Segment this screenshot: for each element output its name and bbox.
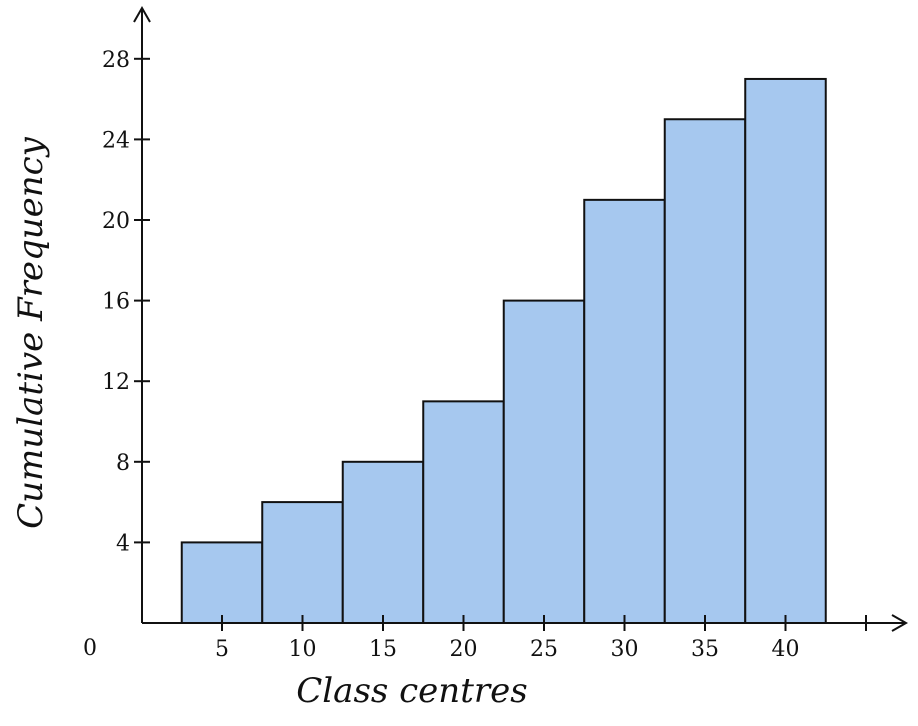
bar-30 <box>583 198 666 624</box>
bar-25 <box>502 299 586 624</box>
y-tick-label-20: 20 <box>102 209 130 234</box>
x-tick-label-40: 40 <box>772 637 800 662</box>
bars-group <box>180 77 827 625</box>
bar-20 <box>422 400 505 624</box>
x-tick-label-30: 30 <box>611 637 639 662</box>
x-tick-label-25: 25 <box>530 637 558 662</box>
y-tick-label-16: 16 <box>102 290 130 315</box>
bar-15 <box>341 460 425 624</box>
y-tick-label-24: 24 <box>102 128 130 153</box>
y-ticks-group: 4 8 12 16 20 24 28 <box>102 48 150 556</box>
y-axis-arrowhead <box>133 5 151 23</box>
origin-label: 0 <box>83 636 97 661</box>
x-axis-title: Class centres <box>296 671 527 711</box>
y-axis-title: Cumulative Frequency <box>11 136 51 529</box>
x-tick-label-5: 5 <box>215 637 229 662</box>
y-tick-label-12: 12 <box>102 370 130 395</box>
bar-5 <box>180 541 264 625</box>
y-tick-label-4: 4 <box>116 531 130 556</box>
x-tick-label-10: 10 <box>289 637 317 662</box>
bar-35 <box>663 118 747 624</box>
axes-group <box>133 5 909 632</box>
x-tick-label-35: 35 <box>691 637 719 662</box>
x-ticks-group: 5 10 15 20 25 30 35 40 <box>215 615 800 662</box>
bar-10 <box>261 501 344 625</box>
y-tick-label-8: 8 <box>116 451 130 476</box>
x-axis-arrowhead <box>891 614 909 632</box>
x-tick-label-15: 15 <box>369 637 397 662</box>
bar-40 <box>744 77 827 624</box>
x-tick-label-20: 20 <box>450 637 478 662</box>
y-tick-label-28: 28 <box>102 48 130 73</box>
